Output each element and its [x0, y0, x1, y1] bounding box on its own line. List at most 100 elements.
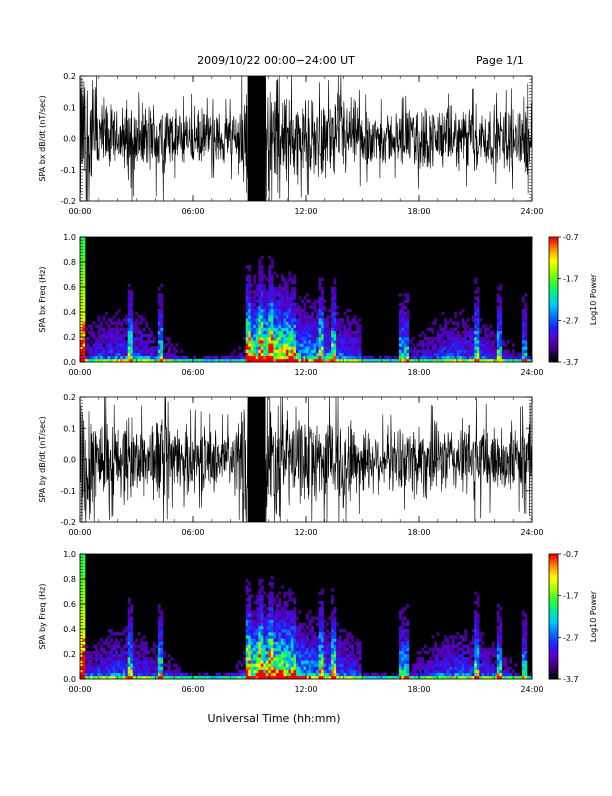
spectrogram-cell [497, 353, 500, 356]
spectrogram-cell [288, 673, 291, 676]
spectrogram-cell [432, 331, 435, 334]
spectrogram-cell [401, 673, 404, 676]
spectrogram-cell [519, 356, 522, 359]
spectrogram-cell [321, 635, 324, 638]
spectrogram-cell [298, 638, 301, 641]
spectrogram-cell [422, 356, 425, 359]
spectrogram-cell [336, 340, 339, 343]
spectrogram-cell [115, 325, 118, 328]
spectrogram-cell [321, 629, 324, 632]
spectrogram-cell [492, 651, 495, 654]
spectrogram-cell [140, 315, 143, 318]
spectrogram-cell [281, 629, 284, 632]
spectrogram-cell [123, 343, 126, 346]
spectrogram-cell [434, 318, 437, 321]
spectrogram-cell [283, 334, 286, 337]
spectrogram-cell [266, 613, 269, 616]
spectrogram-cell [288, 595, 291, 598]
y-tick-label: -0.1 [60, 166, 76, 175]
spectrogram-cell [291, 340, 294, 343]
spectrogram-cell [497, 613, 500, 616]
spectrogram-cell [467, 660, 470, 663]
spectrogram-cell [283, 648, 286, 651]
spectrogram-cell [336, 328, 339, 331]
spectrogram-cell [283, 673, 286, 676]
spectrogram-cell [145, 651, 148, 654]
spectrogram-cell [120, 654, 123, 657]
spectrogram-cell [103, 648, 106, 651]
spectrogram-cell [452, 350, 455, 353]
spectrogram-cell [256, 617, 259, 620]
spectrogram-cell [268, 620, 271, 623]
spectrogram-cell [271, 275, 274, 278]
spectrogram-cell [268, 278, 271, 281]
spectrogram-cell [524, 312, 527, 315]
x-tick-label: 24:00 [520, 368, 543, 377]
spectrogram-cell [326, 331, 329, 334]
spectrogram-cell [321, 315, 324, 318]
spectrogram-cell [135, 353, 138, 356]
spectrogram-cell [497, 321, 500, 324]
spectrogram-cell [406, 337, 409, 340]
spectrogram-cell [321, 673, 324, 676]
spectrogram-cell [469, 353, 472, 356]
spectrogram-cell [266, 343, 269, 346]
spectrogram-cell [346, 309, 349, 312]
spectrogram-cell [319, 312, 322, 315]
spectrogram-cell [447, 651, 450, 654]
spectrogram-cell [273, 343, 276, 346]
spectrogram-cell [253, 601, 256, 604]
spectrogram-cell [306, 346, 309, 349]
spectrogram-cell [160, 343, 163, 346]
spectrogram-cell [93, 343, 96, 346]
spectrogram-cell [497, 617, 500, 620]
spectrogram-cell [411, 353, 414, 356]
spectrogram-cell [263, 300, 266, 303]
spectrogram-cell [160, 350, 163, 353]
spectrogram-cell [288, 275, 291, 278]
spectrogram-cell [108, 663, 111, 666]
spectrogram-cell [303, 334, 306, 337]
spectrogram-cell [271, 610, 274, 613]
spectrogram-cell [130, 334, 133, 337]
spectrogram-cell [291, 660, 294, 663]
spectrogram-cell [482, 632, 485, 635]
spectrogram-cell [248, 626, 251, 629]
spectrogram-cell [339, 657, 342, 660]
spectrogram-cell [326, 657, 329, 660]
spectrogram-cell [321, 601, 324, 604]
spectrogram-cell [479, 350, 482, 353]
spectrogram-cell [110, 356, 113, 359]
spectrogram-cell [399, 343, 402, 346]
spectrogram-cell [143, 318, 146, 321]
spectrogram-cell [464, 334, 467, 337]
spectrogram-cell [462, 321, 465, 324]
spectrogram-cell [457, 356, 460, 359]
spectrogram-cell [143, 328, 146, 331]
spectrogram-cell [298, 654, 301, 657]
spectrogram-cell [246, 638, 249, 641]
spectrogram-cell [339, 318, 342, 321]
spectrogram-cell [524, 660, 527, 663]
spectrogram-cell [175, 356, 178, 359]
spectrogram-cell [341, 645, 344, 648]
spectrogram-cell [95, 645, 98, 648]
spectrogram-cell [406, 340, 409, 343]
spectrogram-cell [406, 670, 409, 673]
spectrogram-cell [88, 350, 91, 353]
spectrogram-cell [296, 346, 299, 349]
spectrogram-cell [339, 654, 342, 657]
spectrogram-cell [344, 356, 347, 359]
spectrogram-cell [258, 331, 261, 334]
spectrogram-cell [273, 306, 276, 309]
spectrogram-cell [464, 328, 467, 331]
spectrogram-cell [261, 312, 264, 315]
spectrogram-cell [145, 325, 148, 328]
spectrogram-cell [414, 350, 417, 353]
x-tick-label: 18:00 [407, 368, 430, 377]
spectrogram-cell [273, 309, 276, 312]
spectrogram-cell [459, 350, 462, 353]
spectrogram-cell [351, 337, 354, 340]
spectrogram-cell [301, 337, 304, 340]
spectrogram-cell [522, 321, 525, 324]
